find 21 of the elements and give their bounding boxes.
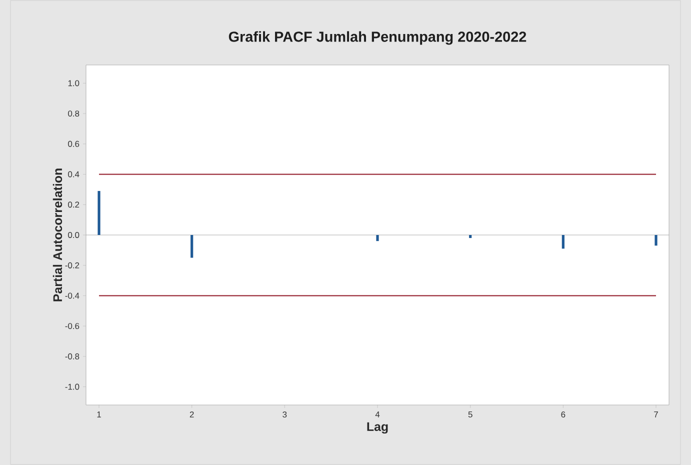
- y-tick-label: -0.4: [65, 292, 80, 299]
- chart-title: Grafik PACF Jumlah Penumpang 2020-2022: [228, 31, 526, 45]
- y-tick-label: 0.4: [68, 171, 80, 178]
- y-tick-label: 0.8: [68, 110, 80, 117]
- x-tick-label: 5: [468, 412, 472, 418]
- x-tick-label: 3: [282, 412, 287, 418]
- y-tick-label: -0.8: [65, 353, 80, 360]
- x-tick-label: 1: [97, 412, 101, 418]
- y-tick-label: 0.6: [68, 140, 80, 147]
- y-tick-label: 1.0: [68, 80, 80, 86]
- x-tick-label: 4: [375, 412, 380, 418]
- y-tick-label: -0.6: [65, 323, 80, 330]
- x-axis-title: Lag: [367, 422, 388, 434]
- y-axis-title: Partial Autocorrelation: [52, 168, 62, 302]
- x-tick-label: 6: [561, 412, 566, 418]
- x-tick-label: 2: [190, 412, 194, 418]
- y-tick-label: -0.2: [65, 262, 80, 268]
- x-tick-label: 7: [654, 412, 658, 418]
- y-tick-label: 0.0: [68, 232, 80, 238]
- y-tick-label: 0.2: [68, 202, 80, 208]
- y-tick-label: -1.0: [65, 384, 80, 390]
